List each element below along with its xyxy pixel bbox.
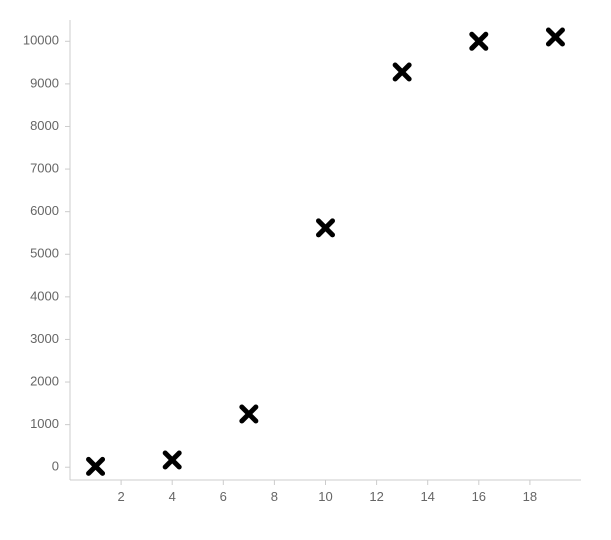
- x-tick-label: 10: [318, 489, 332, 504]
- y-tick-label: 8000: [30, 118, 59, 133]
- y-tick-label: 0: [52, 459, 59, 474]
- x-tick-label: 12: [369, 489, 383, 504]
- y-tick-label: 7000: [30, 161, 59, 176]
- y-tick-label: 1000: [30, 416, 59, 431]
- x-tick-label: 8: [271, 489, 278, 504]
- y-tick-label: 5000: [30, 246, 59, 261]
- x-tick-label: 18: [523, 489, 537, 504]
- x-tick-label: 14: [420, 489, 434, 504]
- y-tick-label: 9000: [30, 75, 59, 90]
- y-tick-label: 6000: [30, 203, 59, 218]
- x-tick-label: 2: [117, 489, 124, 504]
- y-tick-label: 3000: [30, 331, 59, 346]
- scatter-chart: 0 1000 2000 3000 4000 5000 6000 7000 8000 9000 100…: [0, 0, 611, 540]
- x-tick-label: 6: [220, 489, 227, 504]
- y-tick-label: 4000: [30, 288, 59, 303]
- y-tick-label: 2000: [30, 373, 59, 388]
- chart-svg: 0 1000 2000 3000 4000 5000 6000 7000 8000 9000 100…: [0, 0, 611, 540]
- x-tick-label: 16: [472, 489, 486, 504]
- y-tick-label: 10000: [23, 33, 59, 48]
- x-tick-label: 4: [169, 489, 176, 504]
